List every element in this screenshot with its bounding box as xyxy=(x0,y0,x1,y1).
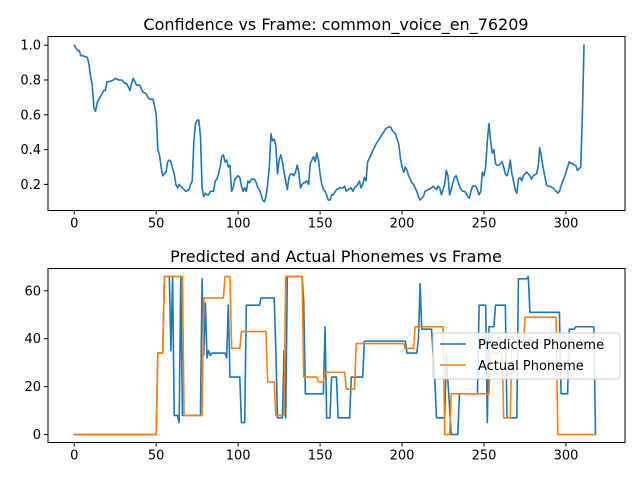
phoneme-x-tick-label: 200 xyxy=(390,449,415,464)
confidence-y-tick-label: 0.8 xyxy=(20,74,41,89)
phoneme-x-tick-label: 100 xyxy=(226,449,251,464)
confidence-series-group xyxy=(73,44,585,203)
legend-label-actual: Actual Phoneme xyxy=(478,359,584,374)
phoneme-y-tick-label: 0 xyxy=(33,428,41,443)
legend-box xyxy=(432,332,621,380)
confidence-x-tick-label: 0 xyxy=(70,217,78,232)
legend-label-predicted: Predicted Phoneme xyxy=(478,338,604,353)
confidence-axes-ticks: 0 50 100 150 200 250 300 0.2 0.4 0.6 0.8 1.0 xyxy=(20,39,578,232)
confidence-x-tick-label: 150 xyxy=(308,217,333,232)
phoneme-title: Predicted and Actual Phonemes vs Frame xyxy=(170,247,502,266)
confidence-x-tick-label: 300 xyxy=(554,217,579,232)
confidence-line xyxy=(73,44,585,203)
confidence-y-tick-label: 0.4 xyxy=(20,143,41,158)
phoneme-axes-ticks: 0 50 100 150 200 250 300 0 20 40 60 xyxy=(24,284,578,463)
phoneme-x-tick-label: 0 xyxy=(70,449,78,464)
confidence-plot: Confidence vs Frame: common_voice_en_762… xyxy=(20,15,626,232)
phoneme-axes-frame xyxy=(47,268,626,443)
confidence-x-tick-label: 50 xyxy=(148,217,165,232)
confidence-y-tick-label: 0.2 xyxy=(20,178,41,193)
phoneme-x-tick-label: 50 xyxy=(148,449,165,464)
confidence-y-tick-label: 0.6 xyxy=(20,108,41,123)
phoneme-x-tick-label: 150 xyxy=(308,449,333,464)
phoneme-y-tick-label: 40 xyxy=(24,332,41,347)
confidence-x-tick-label: 100 xyxy=(226,217,251,232)
confidence-title: Confidence vs Frame: common_voice_en_762… xyxy=(143,15,528,35)
confidence-x-tick-label: 200 xyxy=(390,217,415,232)
phoneme-x-tick-label: 250 xyxy=(472,449,497,464)
confidence-y-tick-label: 1.0 xyxy=(20,39,41,54)
confidence-x-tick-label: 250 xyxy=(472,217,497,232)
confidence-axes-frame xyxy=(47,36,626,211)
phoneme-plot: Predicted and Actual Phonemes vs Frame 0… xyxy=(24,247,626,464)
phoneme-y-tick-label: 20 xyxy=(24,380,41,395)
phoneme-legend: Predicted Phoneme Actual Phoneme xyxy=(432,332,621,380)
phoneme-y-tick-label: 60 xyxy=(24,284,41,299)
phoneme-x-tick-label: 300 xyxy=(554,449,579,464)
